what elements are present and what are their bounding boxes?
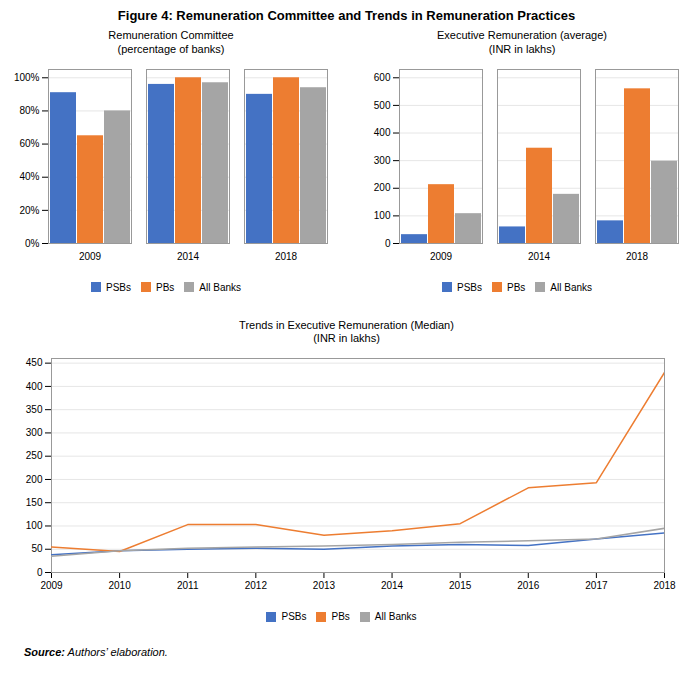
svg-text:20%: 20%: [19, 204, 39, 215]
svg-text:250: 250: [26, 450, 43, 461]
svg-text:600: 600: [374, 71, 391, 82]
html-text:Remuneration Committee (percen: Remuneration Committee (percentage of ba…: [108, 29, 234, 55]
svg-text:500: 500: [374, 99, 391, 110]
svg-text:2014: 2014: [528, 250, 551, 261]
svg-text:100: 100: [374, 210, 391, 221]
svg-text:2017: 2017: [585, 580, 608, 591]
svg-text:0: 0: [37, 567, 43, 578]
svg-text:2014: 2014: [381, 580, 404, 591]
html-text:PBs: PBs: [156, 281, 175, 293]
svg-text:2018: 2018: [275, 250, 298, 261]
svg-text:300: 300: [26, 427, 43, 438]
svg-text:80%: 80%: [19, 105, 39, 116]
svg-text:2009: 2009: [430, 250, 453, 261]
svg-text:0: 0: [385, 237, 391, 248]
svg-text:450: 450: [26, 357, 43, 368]
svg-text:2018: 2018: [626, 250, 649, 261]
svg-text:200: 200: [26, 474, 43, 485]
html-text:All Banks: All Banks: [374, 611, 417, 622]
html-text:Figure 4: Remuneration Committ: Figure 4: Remuneration Committee and Tre…: [117, 8, 576, 23]
html-text:PSBs: PSBs: [106, 281, 131, 293]
svg-text:2015: 2015: [449, 580, 472, 591]
svg-text:350: 350: [26, 404, 43, 415]
svg-text:100: 100: [26, 520, 43, 531]
html-text:PBs: PBs: [507, 281, 526, 293]
svg-text:2018: 2018: [653, 580, 676, 591]
svg-text:2011: 2011: [177, 580, 199, 591]
html-text:Source: Authors’ elaboration.: Source: Authors’ elaboration.: [24, 646, 168, 658]
html-text:All Banks: All Banks: [199, 281, 241, 293]
html-text:PSBs: PSBs: [281, 611, 307, 622]
svg-text:2010: 2010: [108, 580, 131, 591]
html-text:PBs: PBs: [331, 611, 350, 622]
svg-text:300: 300: [374, 154, 391, 165]
html-text:All Banks: All Banks: [550, 281, 592, 293]
svg-text:150: 150: [26, 497, 43, 508]
svg-text:40%: 40%: [19, 171, 39, 182]
svg-text:2009: 2009: [40, 580, 63, 591]
svg-text:400: 400: [374, 127, 391, 138]
svg-text:0%: 0%: [25, 237, 40, 248]
svg-text:2014: 2014: [177, 250, 200, 261]
html-text:Executive Remuneration (averag: Executive Remuneration (average) (INR in…: [437, 29, 607, 55]
svg-text:100%: 100%: [14, 71, 40, 82]
svg-text:50: 50: [31, 543, 43, 554]
html-text:PSBs: PSBs: [457, 281, 482, 293]
svg-text:2012: 2012: [245, 580, 268, 591]
svg-text:2016: 2016: [517, 580, 540, 591]
svg-text:2009: 2009: [79, 250, 102, 261]
svg-text:2013: 2013: [313, 580, 336, 591]
svg-text:60%: 60%: [19, 138, 39, 149]
html-text:Trends in Executive Remunerati: Trends in Executive Remuneration (Median…: [239, 318, 454, 345]
svg-text:400: 400: [26, 381, 43, 392]
svg-text:200: 200: [374, 182, 391, 193]
